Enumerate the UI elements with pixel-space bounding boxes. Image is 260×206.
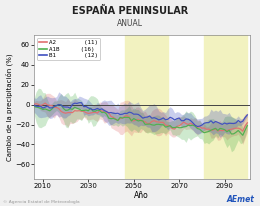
Y-axis label: Cambio de la precipitación (%): Cambio de la precipitación (%) xyxy=(6,53,13,161)
Legend: A2        (11), A1B      (16), B1        (12): A2 (11), A1B (16), B1 (12) xyxy=(37,38,100,60)
Text: © Agencia Estatal de Meteorología: © Agencia Estatal de Meteorología xyxy=(3,200,79,204)
Text: AEmet: AEmet xyxy=(227,195,255,204)
Text: ESPAÑA PENINSULAR: ESPAÑA PENINSULAR xyxy=(72,6,188,16)
X-axis label: Año: Año xyxy=(134,191,149,200)
Bar xyxy=(125,35,168,179)
Text: ANUAL: ANUAL xyxy=(117,19,143,28)
Bar xyxy=(204,35,247,179)
